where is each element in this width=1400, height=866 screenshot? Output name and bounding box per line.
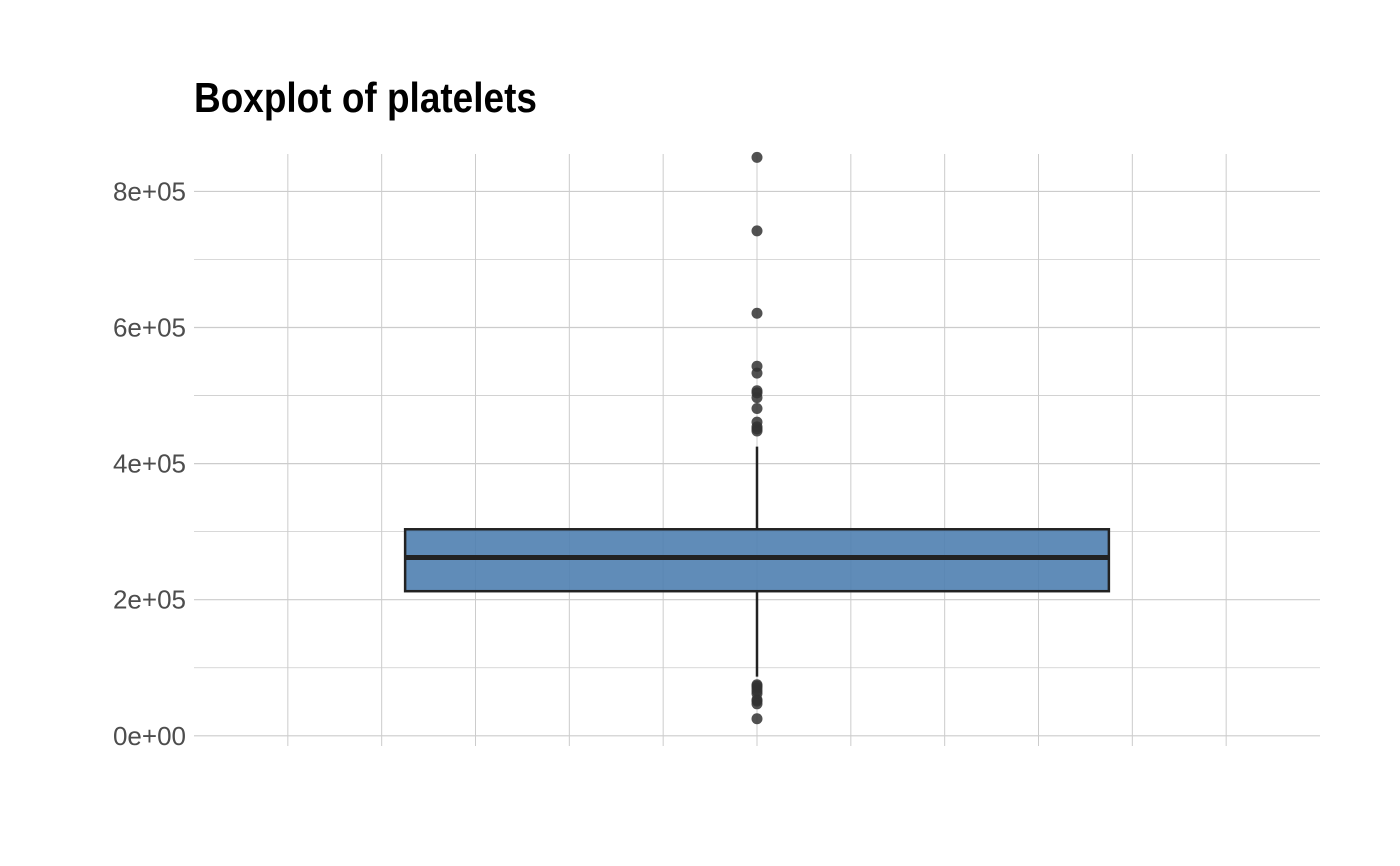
y-tick-label: 6e+05 bbox=[113, 313, 186, 343]
outlier-points bbox=[751, 151, 763, 725]
chart-title: Boxplot of platelets bbox=[194, 74, 537, 121]
y-tick-label: 4e+05 bbox=[113, 449, 186, 479]
outlier-point bbox=[751, 225, 763, 237]
outlier-point bbox=[751, 698, 763, 710]
y-tick-label: 2e+05 bbox=[113, 585, 186, 615]
outlier-point bbox=[751, 367, 763, 379]
y-tick-label: 8e+05 bbox=[113, 176, 186, 206]
outlier-point bbox=[751, 151, 763, 163]
outlier-point bbox=[751, 402, 763, 414]
outlier-point bbox=[751, 425, 763, 437]
outlier-point bbox=[751, 307, 763, 319]
y-axis: 0e+00 2e+05 4e+05 6e+05 8e+05 bbox=[113, 176, 186, 750]
iqr-box bbox=[403, 528, 1111, 593]
outlier-point bbox=[751, 392, 763, 404]
grid-lines bbox=[194, 154, 1320, 746]
outlier-point bbox=[751, 713, 763, 725]
box-group bbox=[403, 446, 1111, 677]
y-tick-label: 0e+00 bbox=[113, 721, 186, 751]
